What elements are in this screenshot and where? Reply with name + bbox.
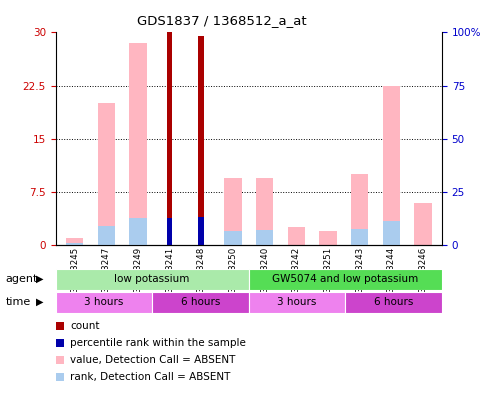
Bar — [383, 85, 400, 245]
Text: agent: agent — [6, 274, 38, 284]
Bar — [256, 230, 273, 245]
Bar — [351, 174, 369, 245]
Bar — [224, 178, 242, 245]
Text: 3 hours: 3 hours — [84, 297, 124, 307]
Text: 6 hours: 6 hours — [374, 297, 413, 307]
Bar — [256, 178, 273, 245]
Text: GDS1837 / 1368512_a_at: GDS1837 / 1368512_a_at — [137, 14, 307, 27]
Bar — [319, 231, 337, 245]
Bar — [199, 36, 204, 245]
Bar — [98, 103, 115, 245]
Bar — [414, 202, 432, 245]
Bar — [383, 221, 400, 245]
Bar — [129, 218, 147, 245]
Text: percentile rank within the sample: percentile rank within the sample — [70, 338, 246, 348]
Bar — [56, 292, 152, 313]
Text: GW5074 and low potassium: GW5074 and low potassium — [272, 274, 418, 284]
Bar — [66, 238, 83, 245]
Bar — [98, 226, 115, 245]
Bar — [152, 292, 249, 313]
Bar — [249, 269, 442, 290]
Bar — [167, 32, 172, 245]
Text: count: count — [70, 321, 99, 331]
Text: low potassium: low potassium — [114, 274, 190, 284]
Bar — [199, 217, 204, 245]
Bar — [167, 218, 172, 245]
Text: rank, Detection Call = ABSENT: rank, Detection Call = ABSENT — [70, 372, 230, 382]
Bar — [129, 43, 147, 245]
Text: ▶: ▶ — [36, 274, 44, 284]
Text: ▶: ▶ — [36, 297, 44, 307]
Bar — [351, 229, 369, 245]
Bar — [249, 292, 345, 313]
Bar — [56, 269, 249, 290]
Bar — [224, 231, 242, 245]
Text: value, Detection Call = ABSENT: value, Detection Call = ABSENT — [70, 355, 235, 365]
Bar — [66, 243, 83, 245]
Text: 3 hours: 3 hours — [277, 297, 317, 307]
Bar — [345, 292, 442, 313]
Bar — [287, 227, 305, 245]
Text: time: time — [6, 297, 31, 307]
Text: 6 hours: 6 hours — [181, 297, 220, 307]
